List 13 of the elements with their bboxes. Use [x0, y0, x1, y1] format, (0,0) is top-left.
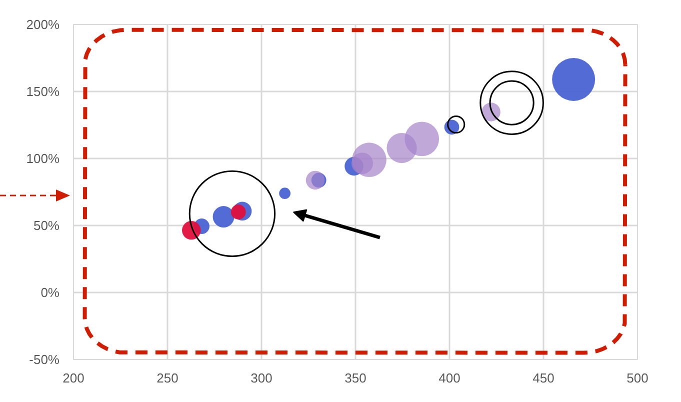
y-tick-label: -50% [29, 352, 60, 367]
x-tick-label: 500 [626, 370, 648, 386]
x-tick-label: 200 [62, 370, 84, 386]
y-tick-label: 150% [26, 84, 60, 99]
y-tick-label: 50% [33, 218, 60, 233]
x-tick-label: 450 [532, 370, 554, 386]
x-tick-label: 350 [344, 370, 366, 386]
y-tick-label: 100% [26, 151, 60, 166]
y-tick-label: 200% [26, 17, 60, 32]
x-tick-label: 400 [438, 370, 460, 386]
x-tick-label: 300 [250, 370, 272, 386]
y-tick-label: 0% [40, 285, 60, 300]
x-tick-label: 250 [156, 370, 178, 386]
